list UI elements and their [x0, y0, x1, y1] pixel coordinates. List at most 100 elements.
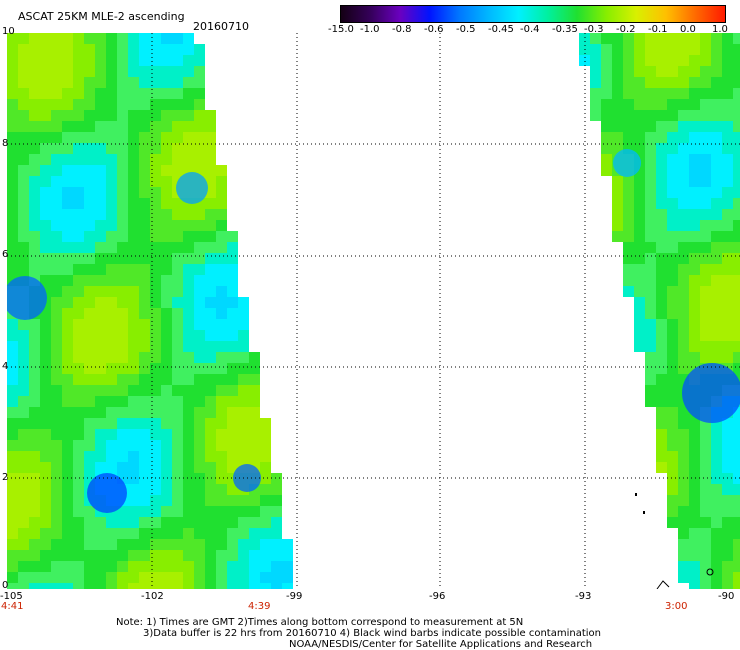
- swath-cell: [161, 572, 172, 583]
- swath-cell: [128, 528, 139, 539]
- swath-cell: [139, 220, 150, 231]
- swath-cell: [194, 121, 205, 132]
- swath-cell: [117, 418, 128, 429]
- swath-cell: [106, 352, 117, 363]
- swath-cell: [271, 550, 282, 561]
- swath-cell: [722, 33, 733, 44]
- swath-cell: [150, 319, 161, 330]
- swath-cell: [194, 363, 205, 374]
- swath-cell: [84, 297, 95, 308]
- swath-cell: [183, 132, 194, 143]
- swath-cell: [7, 121, 18, 132]
- swath-cell: [667, 308, 678, 319]
- swath-cell: [128, 429, 139, 440]
- swath-cell: [29, 561, 40, 572]
- swath-cell: [227, 341, 238, 352]
- swath-cell: [95, 275, 106, 286]
- swath-cell: [711, 418, 722, 429]
- swath-cell: [689, 88, 700, 99]
- swath-cell: [645, 275, 656, 286]
- swath-cell: [700, 132, 711, 143]
- swath-cell: [73, 429, 84, 440]
- swath-cell: [29, 341, 40, 352]
- swath-cell: [612, 99, 623, 110]
- swath-cell: [700, 220, 711, 231]
- swath-cell: [7, 176, 18, 187]
- swath-cell: [700, 440, 711, 451]
- swath-cell: [106, 176, 117, 187]
- swath-cell: [678, 198, 689, 209]
- swath-cell: [51, 528, 62, 539]
- swath-cell: [40, 121, 51, 132]
- swath-cell: [227, 286, 238, 297]
- swath-cell: [150, 231, 161, 242]
- swath-cell: [150, 132, 161, 143]
- swath-cell: [172, 121, 183, 132]
- swath-cell: [7, 484, 18, 495]
- swath-cell: [139, 308, 150, 319]
- swath-cell: [667, 165, 678, 176]
- swath-cell: [733, 418, 740, 429]
- swath-cell: [634, 286, 645, 297]
- swath-cell: [733, 539, 740, 550]
- swath-cell: [678, 220, 689, 231]
- swath-cell: [73, 77, 84, 88]
- swath-cell: [722, 528, 733, 539]
- swath-cell: [106, 539, 117, 550]
- swath-cell: [117, 374, 128, 385]
- swath-cell: [106, 429, 117, 440]
- swath-cell: [667, 143, 678, 154]
- swath-cell: [645, 88, 656, 99]
- swath-cell: [117, 319, 128, 330]
- swath-cell: [205, 495, 216, 506]
- swath-cell: [183, 396, 194, 407]
- swath-cell: [40, 33, 51, 44]
- swath-cell: [227, 495, 238, 506]
- swath-cell: [656, 66, 667, 77]
- swath-cell: [205, 396, 216, 407]
- swath-cell: [634, 319, 645, 330]
- swath-cell: [205, 341, 216, 352]
- swath-cell: [733, 528, 740, 539]
- swath-cell: [161, 506, 172, 517]
- swath-cell: [161, 297, 172, 308]
- swath-cell: [689, 506, 700, 517]
- swath-cell: [139, 110, 150, 121]
- swath-cell: [139, 407, 150, 418]
- swath-cell: [117, 110, 128, 121]
- swath-cell: [73, 407, 84, 418]
- swath-cell: [128, 77, 139, 88]
- swath-cell: [249, 572, 260, 583]
- swath-cell: [84, 363, 95, 374]
- swath-cell: [183, 220, 194, 231]
- swath-cell: [700, 264, 711, 275]
- swath-cell: [29, 506, 40, 517]
- swath-cell: [29, 132, 40, 143]
- swath-cell: [161, 451, 172, 462]
- swath-cell: [183, 231, 194, 242]
- swath-cell: [62, 286, 73, 297]
- swath-cell: [117, 352, 128, 363]
- swath-cell: [40, 187, 51, 198]
- swath-cell: [205, 363, 216, 374]
- swath-cell: [667, 385, 678, 396]
- swath-cell: [623, 198, 634, 209]
- swath-cell: [29, 418, 40, 429]
- swath-cell: [106, 374, 117, 385]
- swath-cell: [645, 341, 656, 352]
- swath-cell: [722, 154, 733, 165]
- swath-cell: [678, 209, 689, 220]
- swath-cell: [216, 187, 227, 198]
- swath-cell: [150, 550, 161, 561]
- swath-cell: [73, 165, 84, 176]
- swath-cell: [95, 308, 106, 319]
- x-tick-label: -93: [575, 591, 592, 602]
- swath-cell: [678, 352, 689, 363]
- swath-cell: [117, 583, 128, 589]
- swath-cell: [667, 220, 678, 231]
- swath-cell: [194, 396, 205, 407]
- swath-cell: [18, 407, 29, 418]
- swath-cell: [711, 451, 722, 462]
- swath-cell: [667, 55, 678, 66]
- swath-cell: [227, 330, 238, 341]
